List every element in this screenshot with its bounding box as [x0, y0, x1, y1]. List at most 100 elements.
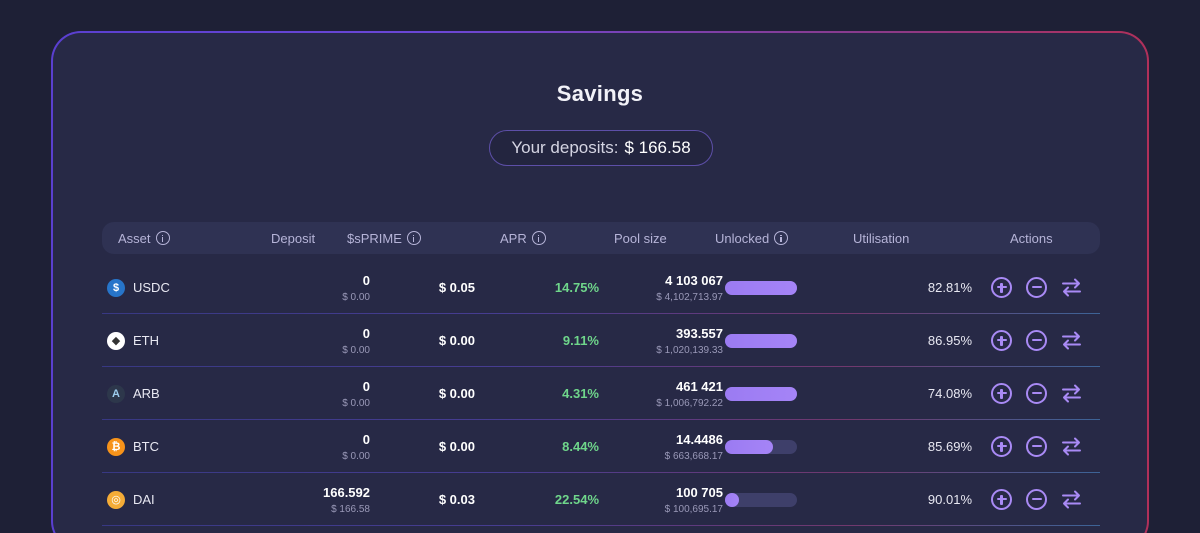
deposit-cell: 0 $ 0.00	[250, 261, 370, 314]
pool-size-amount: 100 705	[676, 484, 723, 500]
info-icon[interactable]	[155, 231, 170, 245]
deposit-plus-button[interactable]	[991, 277, 1012, 298]
deposit-plus-button[interactable]	[991, 436, 1012, 457]
deposit-plus-button[interactable]	[991, 330, 1012, 351]
apr-cell: 14.75%	[492, 261, 599, 314]
utilisation-cell: 85.69%	[862, 420, 972, 473]
header-unlocked-label: Unlocked	[715, 230, 770, 246]
row-divider	[102, 366, 1100, 367]
table-header: Asset Deposit $sPRIME APR Pool size Unlo…	[102, 222, 1100, 254]
header-actions: Actions	[1010, 222, 1053, 254]
deposit-amount: 0	[362, 325, 370, 341]
btc-icon: ₿	[107, 437, 125, 456]
sprime-value: $ 0.00	[438, 439, 475, 454]
pool-size-cell: 100 705 $ 100,695.17	[582, 473, 723, 526]
utilisation-cell: 74.08%	[862, 367, 972, 420]
deposit-usd: $ 0.00	[342, 397, 370, 409]
header-apr-label: APR	[500, 230, 527, 246]
deposit-cell: 0 $ 0.00	[250, 420, 370, 473]
row-divider	[102, 525, 1100, 526]
row-actions	[991, 383, 1082, 404]
pool-size-usd: $ 4,102,713.97	[656, 291, 723, 303]
pool-size-amount: 4 103 067	[665, 272, 723, 288]
asset-name: ETH	[133, 333, 159, 348]
deposit-amount: 0	[362, 431, 370, 447]
pool-size-usd: $ 100,695.17	[664, 503, 723, 515]
row-divider	[102, 313, 1100, 314]
apr-value: 22.54%	[554, 492, 599, 507]
unlocked-bar	[725, 387, 797, 401]
table-row: ◆ ETH 0 $ 0.00 $ 0.00 9.11% 393.557 $ 1,…	[102, 314, 1100, 367]
pool-size-cell: 461 421 $ 1,006,792.22	[582, 367, 723, 420]
swap-arrows-icon[interactable]	[1061, 277, 1082, 298]
arb-icon: A	[107, 384, 125, 403]
sprime-cell: $ 0.03	[362, 473, 475, 526]
pool-size-amount: 461 421	[676, 378, 723, 394]
deposit-plus-button[interactable]	[991, 383, 1012, 404]
sprime-value: $ 0.03	[438, 492, 475, 507]
apr-cell: 8.44%	[492, 420, 599, 473]
swap-arrows-icon[interactable]	[1061, 383, 1082, 404]
sprime-value: $ 0.00	[438, 333, 475, 348]
swap-arrows-icon[interactable]	[1061, 436, 1082, 457]
info-icon[interactable]	[774, 231, 789, 245]
deposit-cell: 0 $ 0.00	[250, 367, 370, 420]
asset-cell: ◎ DAI	[107, 473, 155, 526]
table-row: ₿ BTC 0 $ 0.00 $ 0.00 8.44% 14.4486 $ 66…	[102, 420, 1100, 473]
utilisation-value: 90.01%	[927, 492, 972, 507]
utilisation-cell: 90.01%	[862, 473, 972, 526]
info-icon[interactable]	[531, 231, 546, 245]
header-utilisation-label: Utilisation	[853, 230, 910, 246]
withdraw-minus-button[interactable]	[1026, 383, 1047, 404]
sprime-value: $ 0.05	[438, 280, 475, 295]
deposit-amount: 0	[362, 272, 370, 288]
asset-cell: ◆ ETH	[107, 314, 159, 367]
asset-cell: A ARB	[107, 367, 160, 420]
apr-cell: 9.11%	[492, 314, 599, 367]
apr-value: 14.75%	[554, 280, 599, 295]
pool-size-cell: 14.4486 $ 663,668.17	[582, 420, 723, 473]
asset-name: BTC	[133, 439, 159, 454]
your-deposits-pill: Your deposits: $ 166.58	[489, 130, 713, 166]
usdc-icon: $	[107, 278, 125, 297]
deposit-usd: $ 0.00	[342, 344, 370, 356]
header-deposit: Deposit	[271, 222, 315, 254]
pool-size-usd: $ 1,006,792.22	[656, 397, 723, 409]
unlocked-bar-fill	[725, 281, 797, 295]
header-apr: APR	[500, 222, 546, 254]
apr-value: 9.11%	[562, 333, 599, 348]
header-actions-label: Actions	[1010, 230, 1053, 246]
table-row: $ USDC 0 $ 0.00 $ 0.05 14.75% 4 103 067 …	[102, 261, 1100, 314]
table-row: A ARB 0 $ 0.00 $ 0.00 4.31% 461 421 $ 1,…	[102, 367, 1100, 420]
utilisation-cell: 82.81%	[862, 261, 972, 314]
pool-size-amount: 393.557	[676, 325, 723, 341]
header-sprime-label: $sPRIME	[347, 230, 402, 246]
header-sprime: $sPRIME	[347, 222, 421, 254]
asset-name: ARB	[133, 386, 160, 401]
row-divider	[102, 472, 1100, 473]
apr-value: 8.44%	[562, 439, 599, 454]
dai-icon: ◎	[107, 490, 125, 509]
deposit-plus-button[interactable]	[991, 489, 1012, 510]
asset-name: DAI	[133, 492, 155, 507]
withdraw-minus-button[interactable]	[1026, 489, 1047, 510]
withdraw-minus-button[interactable]	[1026, 436, 1047, 457]
deposit-amount: 0	[362, 378, 370, 394]
apr-cell: 22.54%	[492, 473, 599, 526]
swap-arrows-icon[interactable]	[1061, 330, 1082, 351]
deposit-usd: $ 0.00	[342, 291, 370, 303]
table-row: ◎ DAI 166.592 $ 166.58 $ 0.03 22.54% 100…	[102, 473, 1100, 526]
deposit-amount: 166.592	[323, 484, 370, 500]
your-deposits-value: $ 166.58	[624, 138, 691, 157]
eth-icon: ◆	[107, 331, 125, 350]
pool-size-cell: 393.557 $ 1,020,139.33	[582, 314, 723, 367]
withdraw-minus-button[interactable]	[1026, 330, 1047, 351]
utilisation-cell: 86.95%	[862, 314, 972, 367]
sprime-cell: $ 0.05	[362, 261, 475, 314]
withdraw-minus-button[interactable]	[1026, 277, 1047, 298]
deposit-usd: $ 0.00	[342, 450, 370, 462]
pool-size-cell: 4 103 067 $ 4,102,713.97	[582, 261, 723, 314]
sprime-cell: $ 0.00	[362, 314, 475, 367]
info-icon[interactable]	[406, 231, 421, 245]
swap-arrows-icon[interactable]	[1061, 489, 1082, 510]
